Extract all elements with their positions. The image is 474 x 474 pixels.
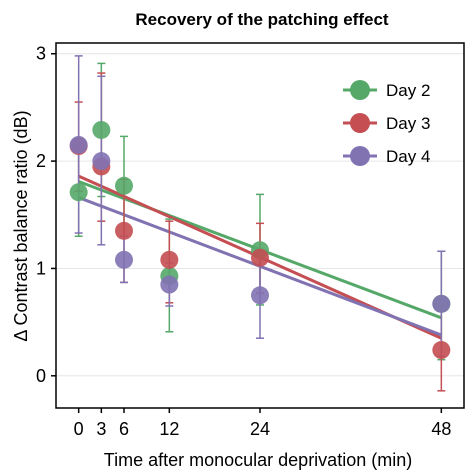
data-point [251, 286, 269, 305]
error-bars [74, 55, 446, 392]
data-point [251, 248, 269, 267]
legend-label: Day 2 [386, 81, 430, 100]
y-tick-label: 1 [36, 258, 46, 278]
x-axis-label: Time after monocular deprivation (min) [104, 450, 412, 470]
x-tick-label: 12 [159, 419, 179, 439]
data-point [432, 294, 451, 313]
data-point [115, 221, 133, 240]
data-point [160, 250, 179, 269]
legend-marker [350, 113, 370, 133]
y-tick-label: 3 [36, 44, 46, 64]
y-tick-label: 0 [36, 366, 46, 386]
data-point [432, 341, 451, 360]
data-point [92, 120, 111, 139]
data-point [115, 250, 133, 269]
legend: Day 2 Day 3 Day 4 [343, 80, 430, 166]
data-point [69, 183, 88, 202]
x-tick-label: 24 [250, 419, 270, 439]
data-point [160, 275, 179, 294]
legend-label: Day 4 [386, 147, 430, 166]
x-tick-label: 48 [431, 419, 451, 439]
x-tick-label: 3 [96, 419, 106, 439]
legend-marker [350, 146, 370, 166]
x-tick-label: 6 [119, 419, 129, 439]
legend-label: Day 3 [386, 114, 430, 133]
data-points [69, 120, 451, 360]
x-tick-label: 0 [74, 419, 84, 439]
chart-title: Recovery of the patching effect [135, 10, 389, 29]
data-point [69, 135, 88, 154]
data-point [92, 152, 111, 171]
legend-marker [350, 80, 370, 100]
y-tick-label: 2 [36, 151, 46, 171]
y-axis-label: Δ Contrast balance ratio (dB) [11, 110, 31, 341]
data-point [115, 176, 133, 195]
